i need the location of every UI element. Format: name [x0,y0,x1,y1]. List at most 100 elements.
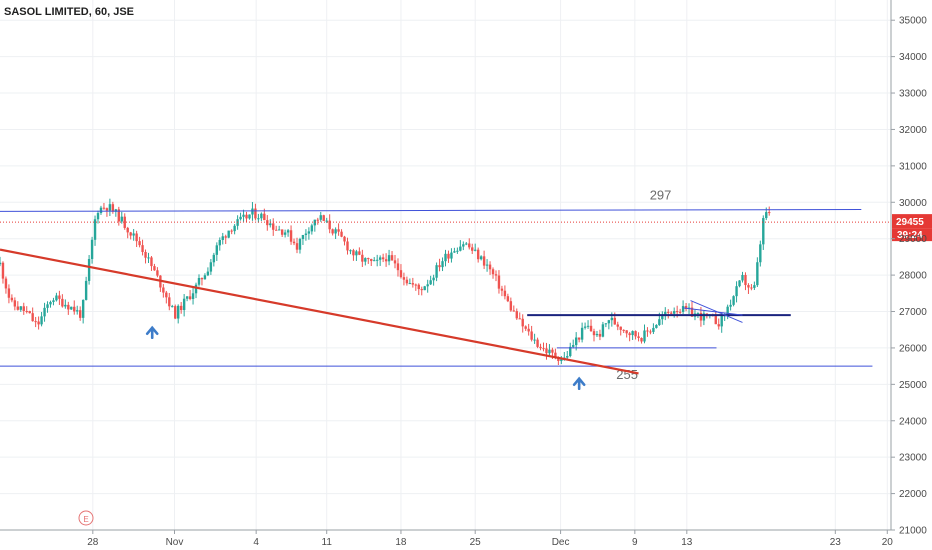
candle-body [628,333,631,336]
candle-body [358,251,361,255]
candle-body [96,213,100,220]
candle-body [185,296,189,299]
candle-body [304,233,308,235]
candle-body [301,234,305,240]
candle-body [640,337,643,342]
candle-body [55,295,58,301]
candle-body [135,233,138,242]
candle-body [1,262,5,279]
candle-body [482,256,486,266]
candle-body [396,263,400,271]
candle-body [361,254,364,262]
candle-body [542,348,545,350]
candle-body [509,301,513,311]
candle-body [726,306,729,316]
candle-body [37,321,40,325]
candle-body [105,208,109,211]
candle-body [536,339,539,347]
candle-body [280,229,284,235]
candle-body [524,326,527,329]
candle-body [73,306,76,312]
candle-body [156,270,159,276]
candle-body [729,304,732,307]
candle-body [328,220,331,230]
candle-body [625,330,628,334]
candle-body [334,229,337,234]
candle-body [10,297,14,301]
x-tick-label: 25 [470,537,482,548]
candle-body [233,225,236,232]
candle-body [46,304,49,308]
candle-body [370,259,373,262]
candle-body [572,345,575,347]
candle-body [432,277,435,281]
y-tick-label: 29000 [899,234,927,245]
candle-body [292,241,296,244]
candle-body [714,315,717,325]
candle-body [227,230,230,238]
candle-body [31,313,34,322]
last-price-label: 29455 [896,217,924,228]
candle-body [87,259,91,281]
candle-body [352,250,355,256]
candle-body [215,245,219,255]
candle-body [566,356,569,358]
x-tick-label: 18 [395,537,407,548]
candle-body [702,313,706,321]
candle-body [93,219,97,240]
candle-body [580,327,584,340]
candle-body [275,229,278,231]
candle-body [393,260,397,264]
y-tick-label: 23000 [899,453,927,464]
candle-body [162,287,165,293]
candle-body [52,300,55,302]
candle-body [81,299,85,318]
y-tick-label: 25000 [899,380,927,391]
candle-body [762,218,765,245]
candle-body [610,317,614,321]
candle-body [349,250,352,252]
candle-body [254,208,257,219]
candle-body [402,277,406,280]
candle-body [90,239,94,260]
candle-body [209,262,213,272]
trendline [683,307,743,316]
candle-body [414,284,417,286]
candle-body [732,296,735,305]
level-label: 297 [650,187,672,202]
x-tick-label: 20 [882,537,894,548]
candle-body [224,236,227,238]
candle-body [206,271,210,276]
candle-body [310,225,314,232]
candle-body [512,310,516,312]
candle-body [533,339,536,341]
y-tick-label: 22000 [899,489,927,500]
candle-body [631,331,634,336]
y-tick-label: 26000 [899,343,927,354]
candle-body [316,219,319,221]
y-tick-label: 24000 [899,416,927,427]
candle-body [194,284,198,294]
candle-body [539,346,542,349]
candle-body [720,315,723,327]
candle-body [577,337,581,340]
candle-body [153,266,156,271]
candle-body [248,214,251,219]
candle-body [387,255,391,262]
candle-body [289,230,293,242]
candle-body [283,232,287,235]
candle-body [479,256,483,260]
candle-body [221,236,224,240]
candle-body [634,331,637,337]
candle-body [569,346,572,357]
candle-body [49,301,52,305]
candle-body [165,292,168,298]
y-tick-label: 32000 [899,125,927,136]
earnings-marker[interactable]: E [78,510,94,526]
earnings-marker-circle [78,510,94,526]
candle-body [355,251,358,256]
candle-body [269,223,272,226]
candle-body [574,337,578,346]
y-tick-label: 21000 [899,526,927,537]
